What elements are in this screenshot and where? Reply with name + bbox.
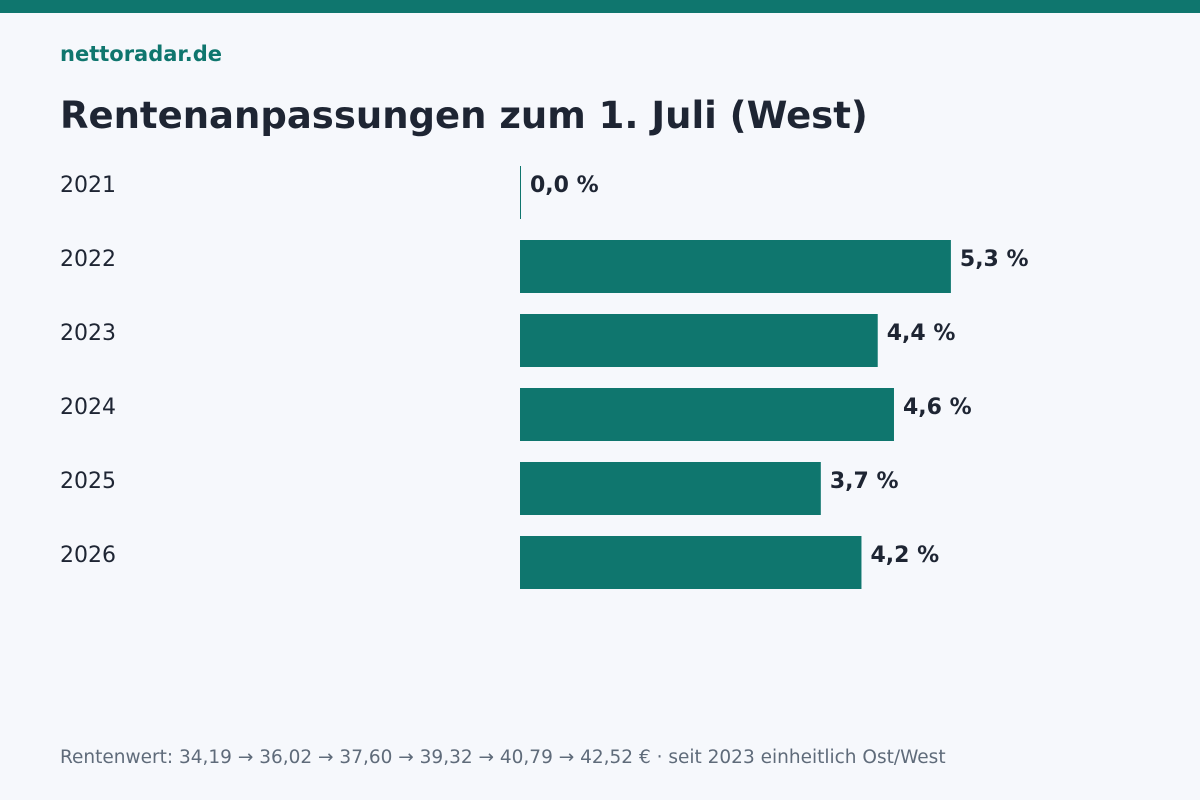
value-label: 0,0 % <box>530 173 599 198</box>
category-label: 2023 <box>60 321 116 346</box>
bar <box>520 240 951 293</box>
bar <box>520 536 862 589</box>
category-label: 2025 <box>60 469 116 494</box>
value-label: 3,7 % <box>830 469 899 494</box>
footnote: Rentenwert: 34,19 → 36,02 → 37,60 → 39,3… <box>60 747 946 768</box>
brand-name: nettoradar.de <box>60 42 223 66</box>
bar <box>520 462 821 515</box>
category-label: 2022 <box>60 247 116 272</box>
category-label: 2021 <box>60 173 116 198</box>
top-accent-bar <box>0 0 1200 13</box>
category-label: 2024 <box>60 395 116 420</box>
bar <box>520 314 878 367</box>
bar <box>520 388 894 441</box>
category-label: 2026 <box>60 543 116 568</box>
bar <box>520 166 521 219</box>
value-label: 5,3 % <box>960 247 1029 272</box>
value-label: 4,4 % <box>887 321 956 346</box>
value-label: 4,2 % <box>870 543 939 568</box>
value-label: 4,6 % <box>903 395 972 420</box>
chart-title: Rentenanpassungen zum 1. Juli (West) <box>60 94 868 137</box>
